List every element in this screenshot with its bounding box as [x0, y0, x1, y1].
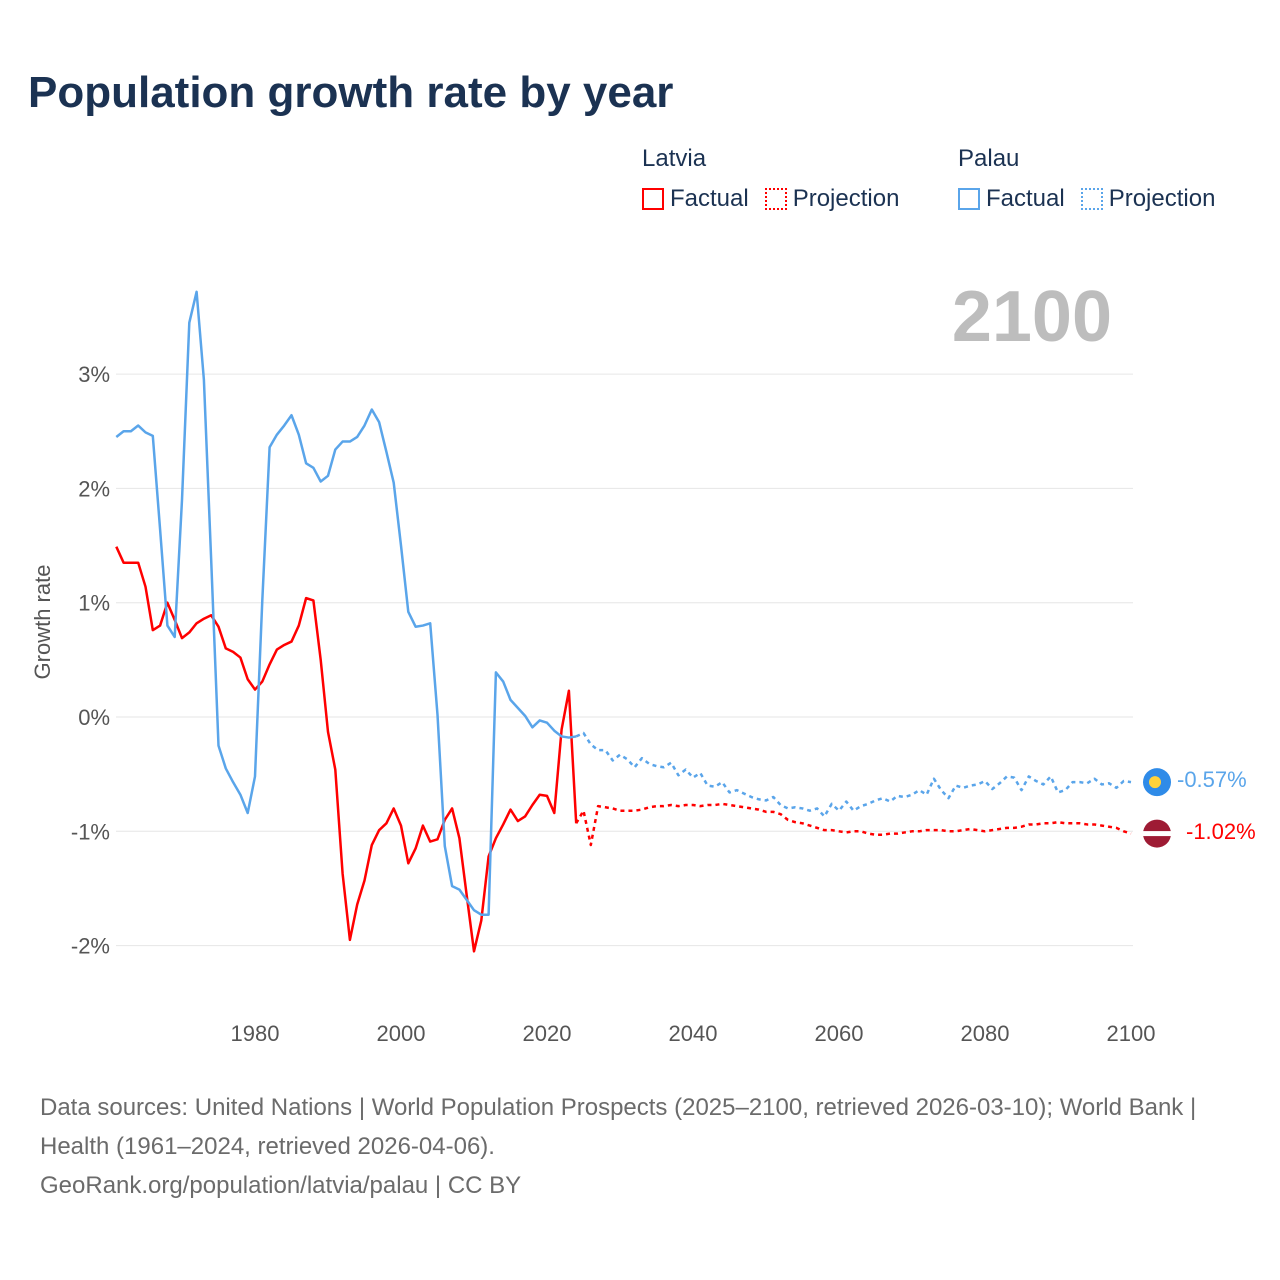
palau-factual-line — [115, 290, 577, 916]
latvia-flag-icon — [1143, 819, 1171, 848]
x-tick-label: 1980 — [231, 1021, 280, 1046]
y-tick-label: 0% — [78, 705, 110, 730]
legend-label: Projection — [1108, 185, 1216, 212]
flag-stripe — [1143, 831, 1171, 837]
x-tick-label: 2060 — [815, 1021, 864, 1046]
legend-latvia: Latvia Factual Projection — [642, 145, 899, 213]
x-tick-label: 2100 — [1107, 1021, 1156, 1046]
legend-label: Projection — [792, 185, 900, 212]
y-tick-label: -1% — [71, 819, 110, 844]
dotted-swatch-icon — [764, 188, 787, 210]
y-tick-label: -2% — [71, 934, 110, 959]
current-year-label: 2100 — [951, 277, 1112, 357]
legend-latvia-factual[interactable]: Factual — [642, 185, 749, 213]
y-tick-label: 2% — [78, 476, 110, 501]
source-line: Data sources: United Nations | World Pop… — [40, 1094, 1197, 1160]
legend-country-latvia: Latvia — [642, 145, 707, 172]
x-tick-label: 2000 — [377, 1021, 426, 1046]
palau-projection-line — [575, 731, 1132, 818]
legend-palau: Palau Factual Projection — [958, 145, 1215, 213]
y-axis-label: Growth rate — [30, 565, 55, 680]
x-tick-label: 2080 — [961, 1021, 1010, 1046]
legend-country-palau: Palau — [958, 145, 1020, 172]
flag-moon — [1149, 776, 1161, 789]
solid-swatch-icon — [958, 188, 980, 210]
end-label-latvia: -1.02% — [1186, 819, 1256, 844]
legend-palau-factual[interactable]: Factual — [958, 185, 1065, 213]
latvia-projection-line — [575, 802, 1132, 847]
x-tick-label: 2040 — [669, 1021, 718, 1046]
y-tick-label: 1% — [78, 591, 110, 616]
legend-palau-projection[interactable]: Projection — [1080, 185, 1216, 213]
legend-label: Factual — [986, 185, 1065, 212]
palau-flag-icon — [1143, 768, 1171, 797]
y-tick-label: 3% — [78, 362, 110, 387]
source-link[interactable]: GeoRank.org/population/latvia/palau | CC… — [40, 1172, 522, 1199]
legend-latvia-projection[interactable]: Projection — [764, 185, 900, 213]
legend-label: Factual — [670, 185, 749, 212]
end-label-palau: -0.57% — [1177, 767, 1247, 792]
x-tick-label: 2020 — [523, 1021, 572, 1046]
chart-title: Population growth rate by year — [28, 68, 674, 117]
source-note: Data sources: United Nations | World Pop… — [40, 1088, 1240, 1205]
latvia-factual-line — [115, 546, 578, 953]
dotted-swatch-icon — [1080, 188, 1103, 210]
solid-swatch-icon — [642, 188, 664, 210]
